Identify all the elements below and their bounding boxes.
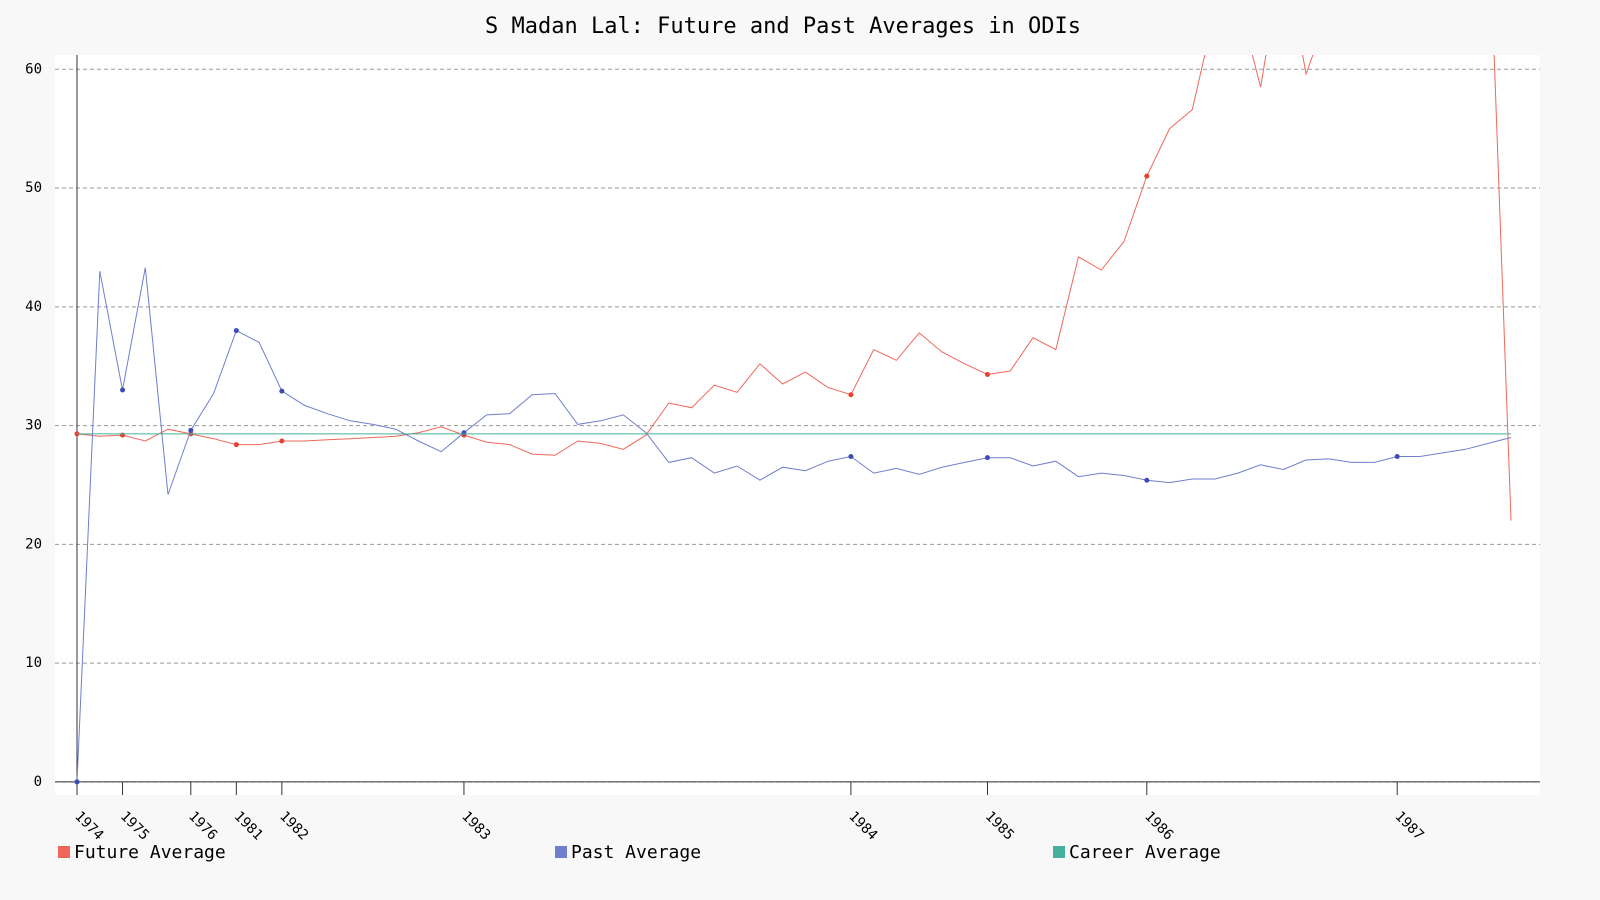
data-dot	[1144, 477, 1150, 483]
legend-swatch	[1053, 846, 1065, 858]
data-dot	[279, 388, 285, 394]
x-tick-label: 1985	[982, 808, 1017, 843]
data-dot	[188, 427, 194, 433]
data-dot	[120, 387, 126, 393]
x-tick-label: 1976	[185, 808, 220, 843]
legend-label: Future Average	[74, 842, 226, 863]
data-dot	[848, 392, 854, 398]
data-dot	[233, 328, 239, 334]
data-dot	[848, 453, 854, 459]
legend-swatch	[58, 846, 70, 858]
data-dot	[120, 432, 126, 438]
data-dot	[461, 430, 467, 436]
x-tick-label: 1981	[231, 808, 266, 843]
x-tick-label: 1974	[71, 808, 106, 843]
series-line	[76, 55, 1512, 521]
chart-title: S Madan Lal: Future and Past Averages in…	[485, 14, 1081, 39]
data-dot	[74, 779, 80, 785]
data-dot	[1394, 453, 1400, 459]
y-tick-label: 60	[25, 61, 42, 77]
data-dot	[1144, 173, 1150, 179]
y-tick-label: 40	[25, 299, 42, 315]
data-dot	[233, 442, 239, 448]
data-dot	[984, 455, 990, 461]
legend-label: Past Average	[571, 842, 701, 863]
x-tick-label: 1975	[117, 808, 152, 843]
x-tick-label: 1984	[845, 808, 880, 843]
data-dot	[984, 372, 990, 378]
y-tick-label: 50	[25, 180, 42, 196]
x-tick-label: 1986	[1141, 808, 1176, 843]
y-tick-label: 10	[25, 655, 42, 671]
x-tick-label: 1982	[276, 808, 311, 843]
series-line	[76, 267, 1512, 782]
data-dot	[279, 438, 285, 444]
y-tick-label: 20	[25, 536, 42, 552]
legend-label: Career Average	[1069, 842, 1221, 863]
series-layer	[74, 55, 1512, 785]
y-tick-label: 30	[25, 418, 42, 434]
y-tick-label: 0	[34, 774, 42, 790]
plot-area	[55, 55, 1540, 795]
legend-swatch	[555, 846, 567, 858]
x-tick-label: 1987	[1392, 808, 1427, 843]
grid	[55, 55, 1540, 795]
x-tick-label: 1983	[458, 808, 493, 843]
